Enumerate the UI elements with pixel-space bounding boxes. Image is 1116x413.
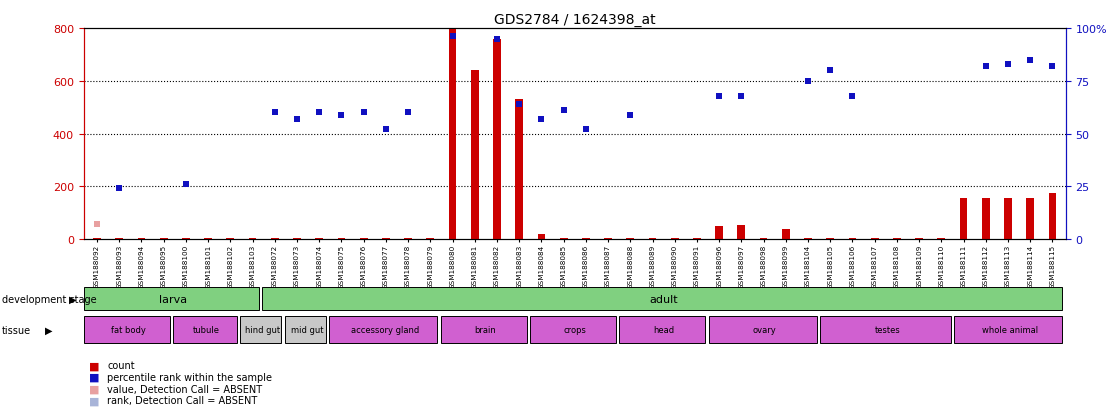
- Bar: [249, 238, 257, 240]
- Bar: [581, 238, 589, 240]
- Bar: [227, 238, 234, 240]
- Text: whole animal: whole animal: [982, 325, 1038, 335]
- Bar: [530, 317, 616, 343]
- Bar: [471, 71, 479, 240]
- Bar: [982, 199, 990, 240]
- Bar: [826, 238, 834, 240]
- Bar: [1027, 199, 1035, 240]
- Text: hind gut: hind gut: [244, 325, 280, 335]
- Text: testes: testes: [874, 325, 901, 335]
- Text: tissue: tissue: [2, 325, 31, 335]
- Bar: [137, 238, 145, 240]
- Text: count: count: [107, 361, 135, 370]
- Bar: [1049, 193, 1057, 240]
- Text: percentile rank within the sample: percentile rank within the sample: [107, 372, 272, 382]
- Bar: [182, 238, 190, 240]
- Text: ■: ■: [89, 361, 99, 370]
- Bar: [915, 238, 923, 240]
- Bar: [960, 199, 968, 240]
- Bar: [954, 317, 1062, 343]
- Bar: [84, 317, 170, 343]
- Bar: [560, 238, 568, 240]
- Text: value, Detection Call = ABSENT: value, Detection Call = ABSENT: [107, 384, 262, 394]
- Text: ■: ■: [89, 384, 99, 394]
- Bar: [160, 238, 167, 240]
- Text: ■: ■: [89, 372, 99, 382]
- Bar: [441, 317, 527, 343]
- Bar: [805, 238, 812, 240]
- Text: adult: adult: [650, 294, 679, 304]
- Bar: [738, 225, 745, 240]
- Bar: [937, 238, 945, 240]
- Bar: [538, 234, 546, 240]
- Bar: [337, 238, 345, 240]
- Text: tubule: tubule: [193, 325, 220, 335]
- Text: ▶: ▶: [69, 294, 77, 304]
- Text: ■: ■: [89, 395, 99, 405]
- Bar: [493, 39, 501, 240]
- Title: GDS2784 / 1624398_at: GDS2784 / 1624398_at: [494, 12, 655, 26]
- Bar: [115, 238, 123, 240]
- Bar: [782, 229, 790, 240]
- Text: rank, Detection Call = ABSENT: rank, Detection Call = ABSENT: [107, 395, 258, 405]
- Bar: [820, 317, 951, 343]
- Text: fat body: fat body: [110, 325, 146, 335]
- Bar: [619, 317, 705, 343]
- Text: mid gut: mid gut: [290, 325, 324, 335]
- Bar: [262, 287, 1062, 311]
- Text: head: head: [654, 325, 674, 335]
- Bar: [329, 317, 437, 343]
- Bar: [271, 238, 279, 240]
- Text: brain: brain: [474, 325, 497, 335]
- Bar: [693, 238, 701, 240]
- Text: accessory gland: accessory gland: [350, 325, 420, 335]
- Bar: [870, 238, 878, 240]
- Bar: [404, 238, 412, 240]
- Text: larva: larva: [158, 294, 187, 304]
- Bar: [1004, 199, 1012, 240]
- Text: crops: crops: [564, 325, 586, 335]
- Bar: [316, 238, 324, 240]
- Bar: [204, 238, 212, 240]
- Bar: [173, 317, 237, 343]
- Bar: [240, 317, 281, 343]
- Bar: [84, 287, 259, 311]
- Text: development stage: development stage: [2, 294, 97, 304]
- Bar: [359, 238, 367, 240]
- Bar: [449, 29, 456, 240]
- Bar: [893, 238, 901, 240]
- Bar: [760, 238, 768, 240]
- Bar: [516, 100, 523, 240]
- Text: ▶: ▶: [45, 325, 52, 335]
- Bar: [671, 238, 679, 240]
- Bar: [604, 238, 612, 240]
- Text: ovary: ovary: [752, 325, 777, 335]
- Bar: [648, 238, 656, 240]
- Bar: [426, 238, 434, 240]
- Bar: [626, 238, 634, 240]
- Bar: [93, 238, 100, 240]
- Bar: [294, 238, 301, 240]
- Bar: [285, 317, 326, 343]
- Bar: [715, 226, 723, 240]
- Bar: [709, 317, 817, 343]
- Bar: [848, 238, 856, 240]
- Bar: [382, 238, 389, 240]
